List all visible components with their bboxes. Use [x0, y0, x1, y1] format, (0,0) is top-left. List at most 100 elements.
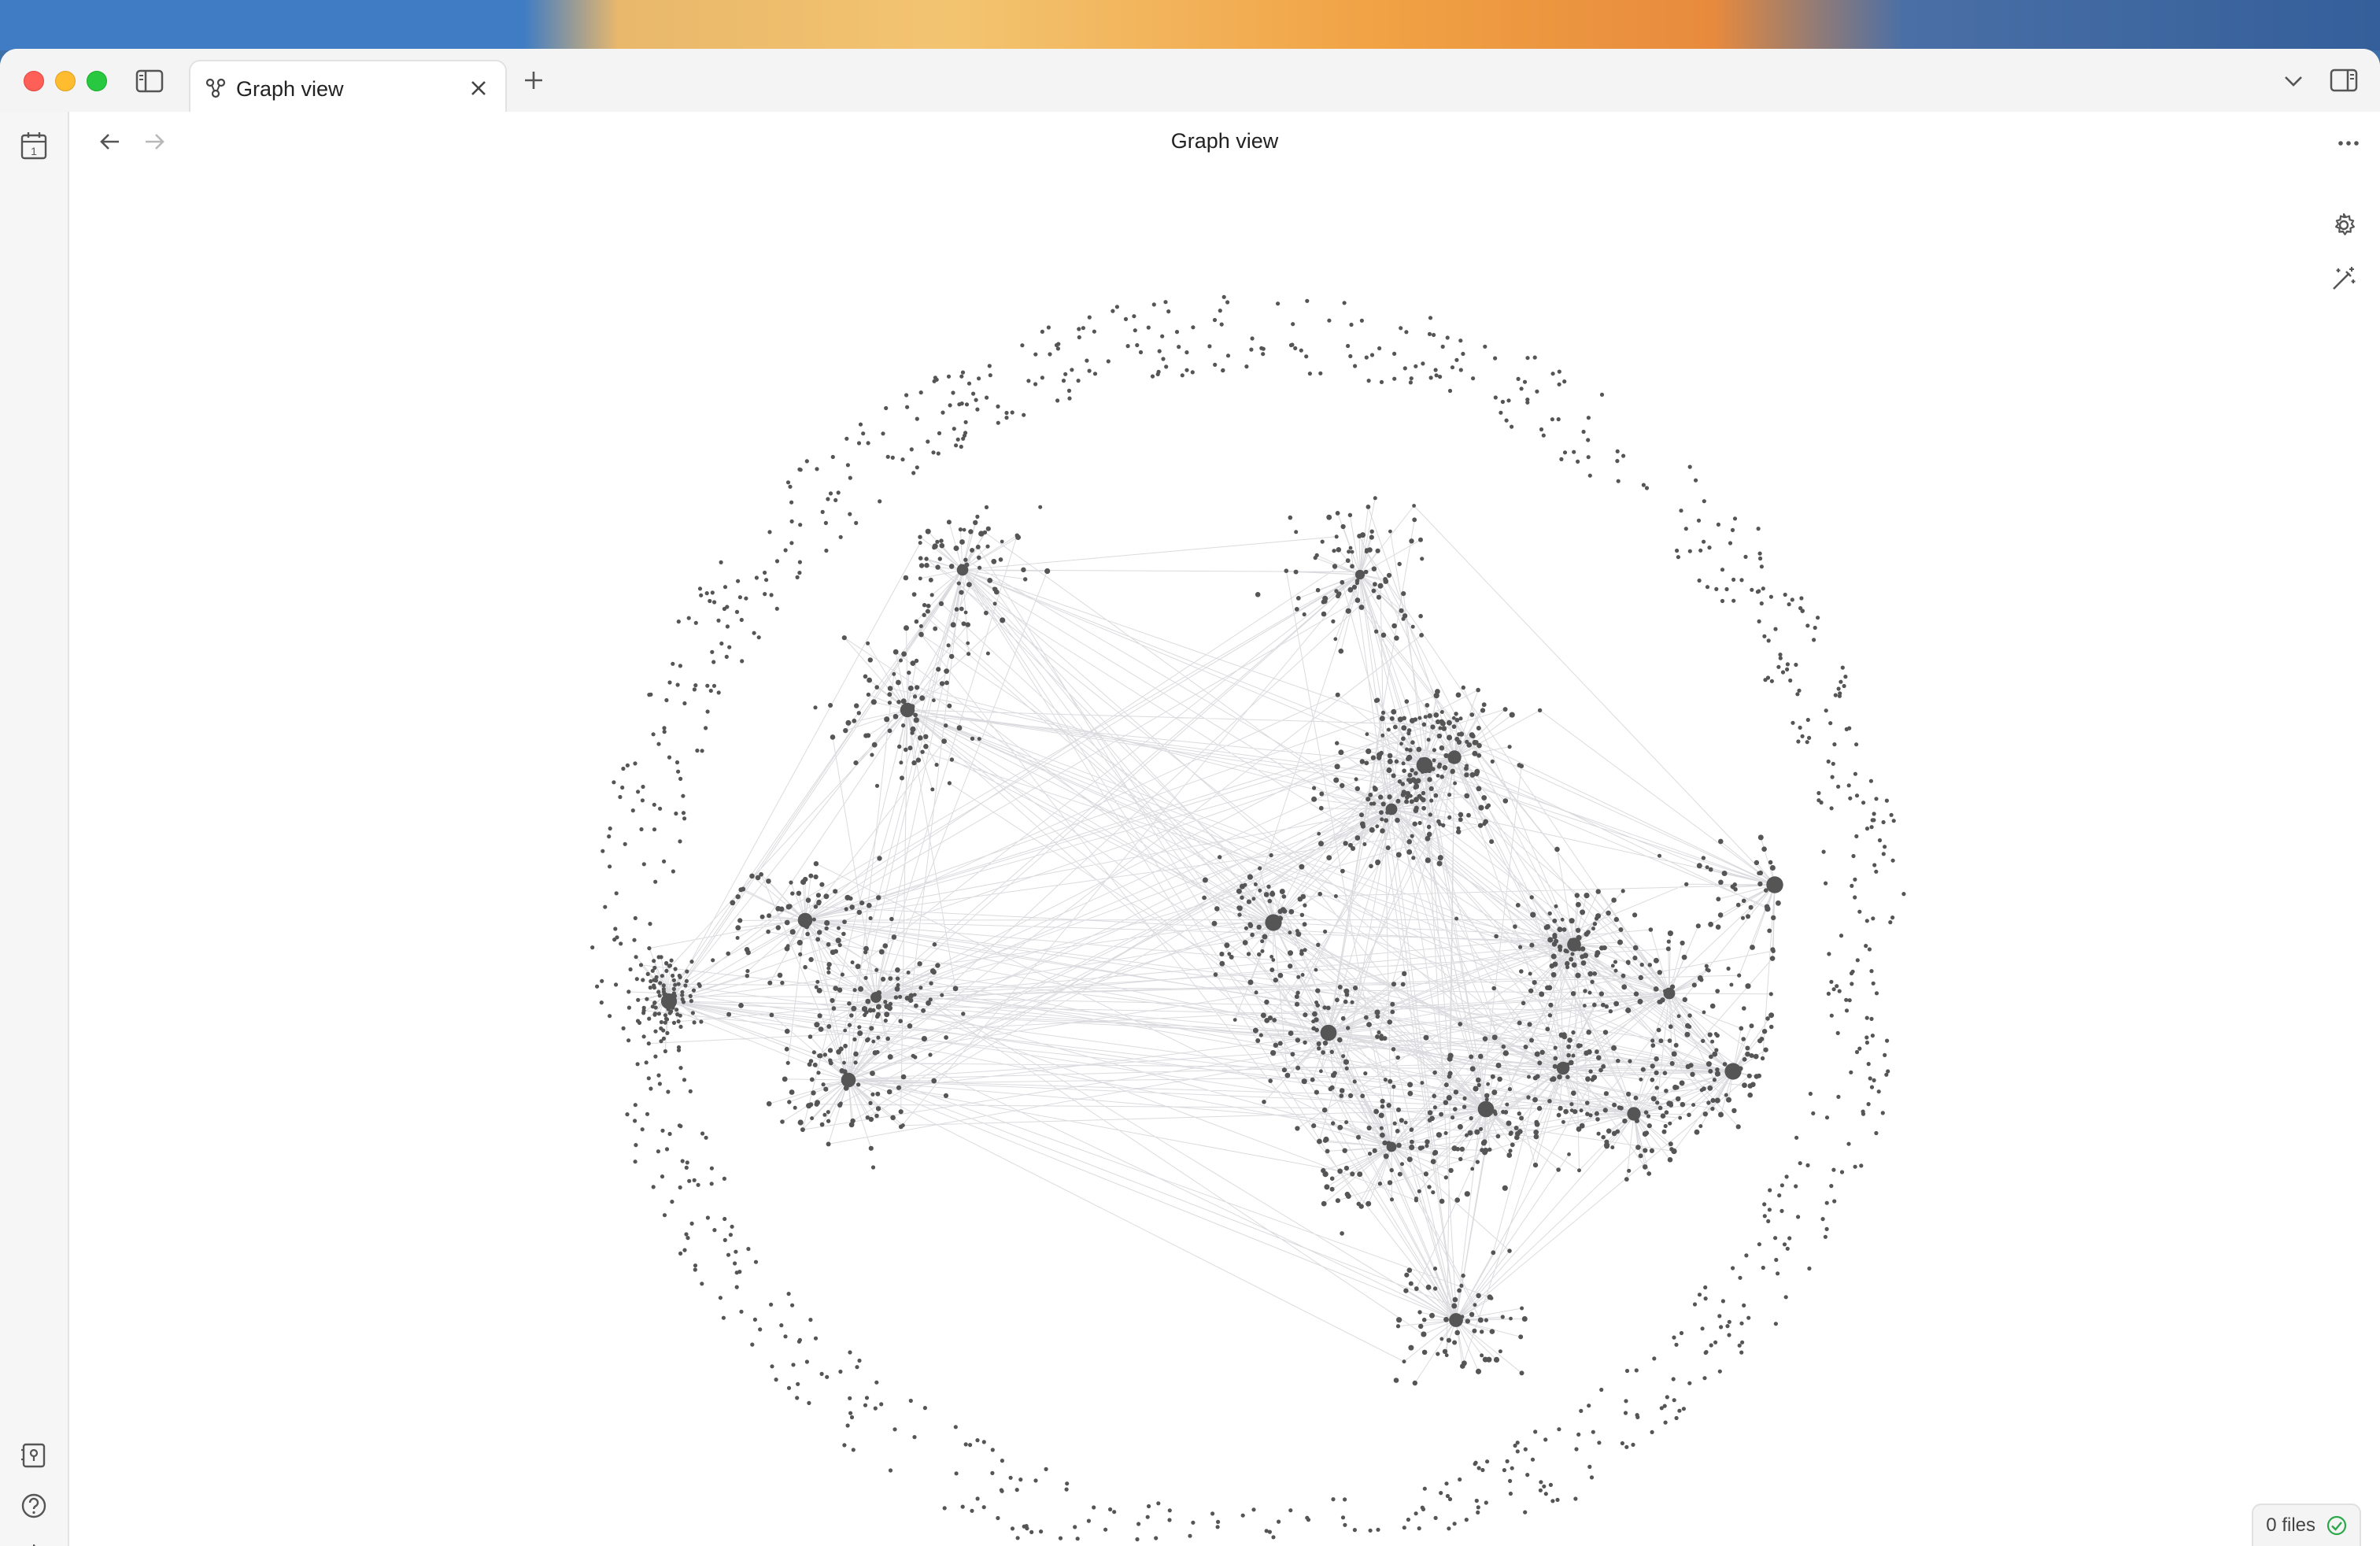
- graph-node[interactable]: [1340, 523, 1346, 530]
- graph-node[interactable]: [1299, 348, 1303, 353]
- graph-node[interactable]: [855, 963, 861, 970]
- graph-node[interactable]: [947, 703, 952, 708]
- graph-node[interactable]: [1360, 1093, 1366, 1099]
- graph-node[interactable]: [1458, 338, 1463, 343]
- graph-node[interactable]: [917, 961, 922, 967]
- graph-node[interactable]: [1446, 719, 1452, 726]
- graph-node[interactable]: [1447, 388, 1453, 394]
- graph-node[interactable]: [970, 1508, 974, 1513]
- graph-node[interactable]: [1375, 548, 1380, 553]
- graph-node[interactable]: [1650, 1038, 1655, 1043]
- graph-node[interactable]: [1400, 1162, 1404, 1167]
- graph-node[interactable]: [1447, 1074, 1452, 1079]
- graph-node[interactable]: [1432, 332, 1436, 338]
- graph-node[interactable]: [1508, 1148, 1513, 1153]
- graph-node[interactable]: [1674, 1415, 1679, 1421]
- graph-node[interactable]: [614, 982, 619, 987]
- graph-node[interactable]: [1414, 1511, 1418, 1516]
- graph-node[interactable]: [724, 654, 729, 660]
- graph-node[interactable]: [842, 919, 847, 924]
- graph-node[interactable]: [1439, 719, 1445, 725]
- graph-node[interactable]: [734, 1285, 739, 1289]
- graph-node[interactable]: [1650, 1063, 1655, 1069]
- graph-node[interactable]: [1520, 1306, 1524, 1311]
- graph-node[interactable]: [1432, 1070, 1437, 1075]
- graph-node[interactable]: [876, 1004, 881, 1010]
- graph-node[interactable]: [734, 609, 740, 615]
- graph-node[interactable]: [843, 727, 848, 734]
- graph-node[interactable]: [753, 1259, 759, 1264]
- graph-node[interactable]: [659, 1026, 663, 1031]
- graph-node[interactable]: [676, 982, 681, 986]
- graph-node[interactable]: [1502, 1050, 1509, 1056]
- graph-node[interactable]: [1395, 1129, 1400, 1134]
- graph-node[interactable]: [851, 1448, 856, 1452]
- graph-node[interactable]: [1874, 869, 1879, 874]
- graph-node[interactable]: [1756, 527, 1761, 531]
- graph-node[interactable]: [1377, 1030, 1381, 1035]
- graph-node[interactable]: [1340, 1231, 1344, 1236]
- graph-node[interactable]: [1504, 418, 1509, 423]
- graph-node[interactable]: [948, 403, 952, 408]
- graph-node[interactable]: [1559, 457, 1564, 461]
- graph-node[interactable]: [793, 1105, 797, 1110]
- graph-node[interactable]: [1572, 1109, 1578, 1115]
- graph-node[interactable]: [1759, 564, 1764, 569]
- graph-node[interactable]: [1459, 1146, 1465, 1152]
- graph-node[interactable]: [1044, 1466, 1048, 1471]
- graph-node[interactable]: [1369, 864, 1373, 869]
- graph-node[interactable]: [1469, 1066, 1476, 1072]
- graph-node[interactable]: [705, 683, 710, 688]
- graph-node[interactable]: [1745, 1045, 1750, 1051]
- graph-node[interactable]: [1484, 1318, 1488, 1322]
- graph-node[interactable]: [874, 1014, 880, 1019]
- graph-node[interactable]: [1224, 942, 1230, 949]
- graph-node[interactable]: [954, 607, 959, 612]
- graph-node[interactable]: [1633, 991, 1639, 997]
- tab-graph-view[interactable]: Graph view: [189, 60, 507, 115]
- graph-node[interactable]: [914, 1003, 918, 1008]
- graph-node[interactable]: [718, 1296, 723, 1300]
- graph-node[interactable]: [871, 1039, 876, 1044]
- graph-node[interactable]: [1853, 895, 1857, 900]
- graph-node[interactable]: [1236, 888, 1242, 894]
- graph-node[interactable]: [1335, 1198, 1340, 1204]
- graph-node[interactable]: [1638, 975, 1643, 981]
- graph-node[interactable]: [830, 949, 836, 956]
- graph-node[interactable]: [1502, 707, 1508, 712]
- graph-node[interactable]: [1530, 1457, 1536, 1462]
- graph-node[interactable]: [975, 545, 981, 549]
- graph-node[interactable]: [1066, 388, 1072, 393]
- graph-node[interactable]: [854, 703, 859, 708]
- graph-node[interactable]: [1757, 834, 1764, 841]
- graph-node[interactable]: [1532, 1163, 1539, 1168]
- graph-node[interactable]: [1347, 586, 1354, 593]
- graph-node[interactable]: [1732, 516, 1738, 521]
- graph-node[interactable]: [1701, 856, 1706, 860]
- graph-node[interactable]: [1353, 986, 1358, 991]
- graph-node[interactable]: [1797, 688, 1802, 693]
- graph-node[interactable]: [1295, 1126, 1300, 1131]
- graph-node[interactable]: [1489, 1296, 1494, 1300]
- graph-node[interactable]: [1884, 1072, 1889, 1077]
- graph-node[interactable]: [1437, 855, 1443, 861]
- graph-node[interactable]: [1333, 777, 1340, 783]
- graph-node[interactable]: [1385, 845, 1391, 850]
- graph-node[interactable]: [1805, 717, 1810, 723]
- close-window-button[interactable]: [24, 71, 44, 91]
- graph-node[interactable]: [883, 1019, 888, 1023]
- graph-node[interactable]: [896, 679, 901, 686]
- graph-node[interactable]: [1476, 687, 1480, 693]
- graph-node[interactable]: [682, 1248, 687, 1252]
- graph-node[interactable]: [653, 1029, 658, 1034]
- graph-node[interactable]: [1432, 1151, 1437, 1156]
- graph-node[interactable]: [1386, 727, 1391, 732]
- graph-node[interactable]: [1277, 915, 1284, 922]
- graph-node[interactable]: [626, 1005, 632, 1010]
- graph-node[interactable]: [1467, 1130, 1473, 1136]
- graph-node[interactable]: [866, 692, 871, 697]
- graph-node[interactable]: [1621, 453, 1626, 458]
- graph-node[interactable]: [657, 993, 662, 998]
- graph-node[interactable]: [693, 683, 698, 688]
- graph-node[interactable]: [759, 914, 765, 919]
